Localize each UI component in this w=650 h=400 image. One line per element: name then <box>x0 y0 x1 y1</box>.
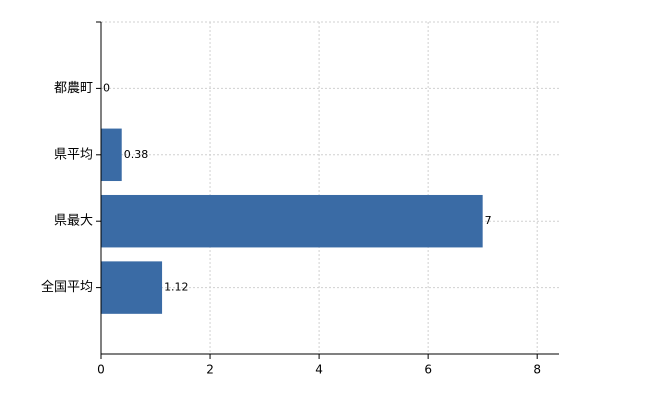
bar <box>101 261 163 314</box>
x-tick-label: 4 <box>315 363 323 377</box>
value-label: 1.12 <box>164 281 189 294</box>
bar <box>101 194 483 248</box>
value-label: 0 <box>103 81 110 94</box>
y-tick-label: 県最大 <box>54 214 93 229</box>
value-label: 7 <box>485 214 492 227</box>
y-tick-label: 都農町 <box>54 81 93 96</box>
x-tick-label: 0 <box>97 363 105 377</box>
x-tick-label: 8 <box>533 363 541 377</box>
x-tick-label: 6 <box>424 363 432 377</box>
value-label: 0.38 <box>124 148 149 161</box>
y-tick-label: 全国平均 <box>41 279 93 295</box>
x-tick-label: 2 <box>206 363 214 377</box>
y-tick-label: 県平均 <box>54 147 93 162</box>
bar <box>101 128 122 182</box>
